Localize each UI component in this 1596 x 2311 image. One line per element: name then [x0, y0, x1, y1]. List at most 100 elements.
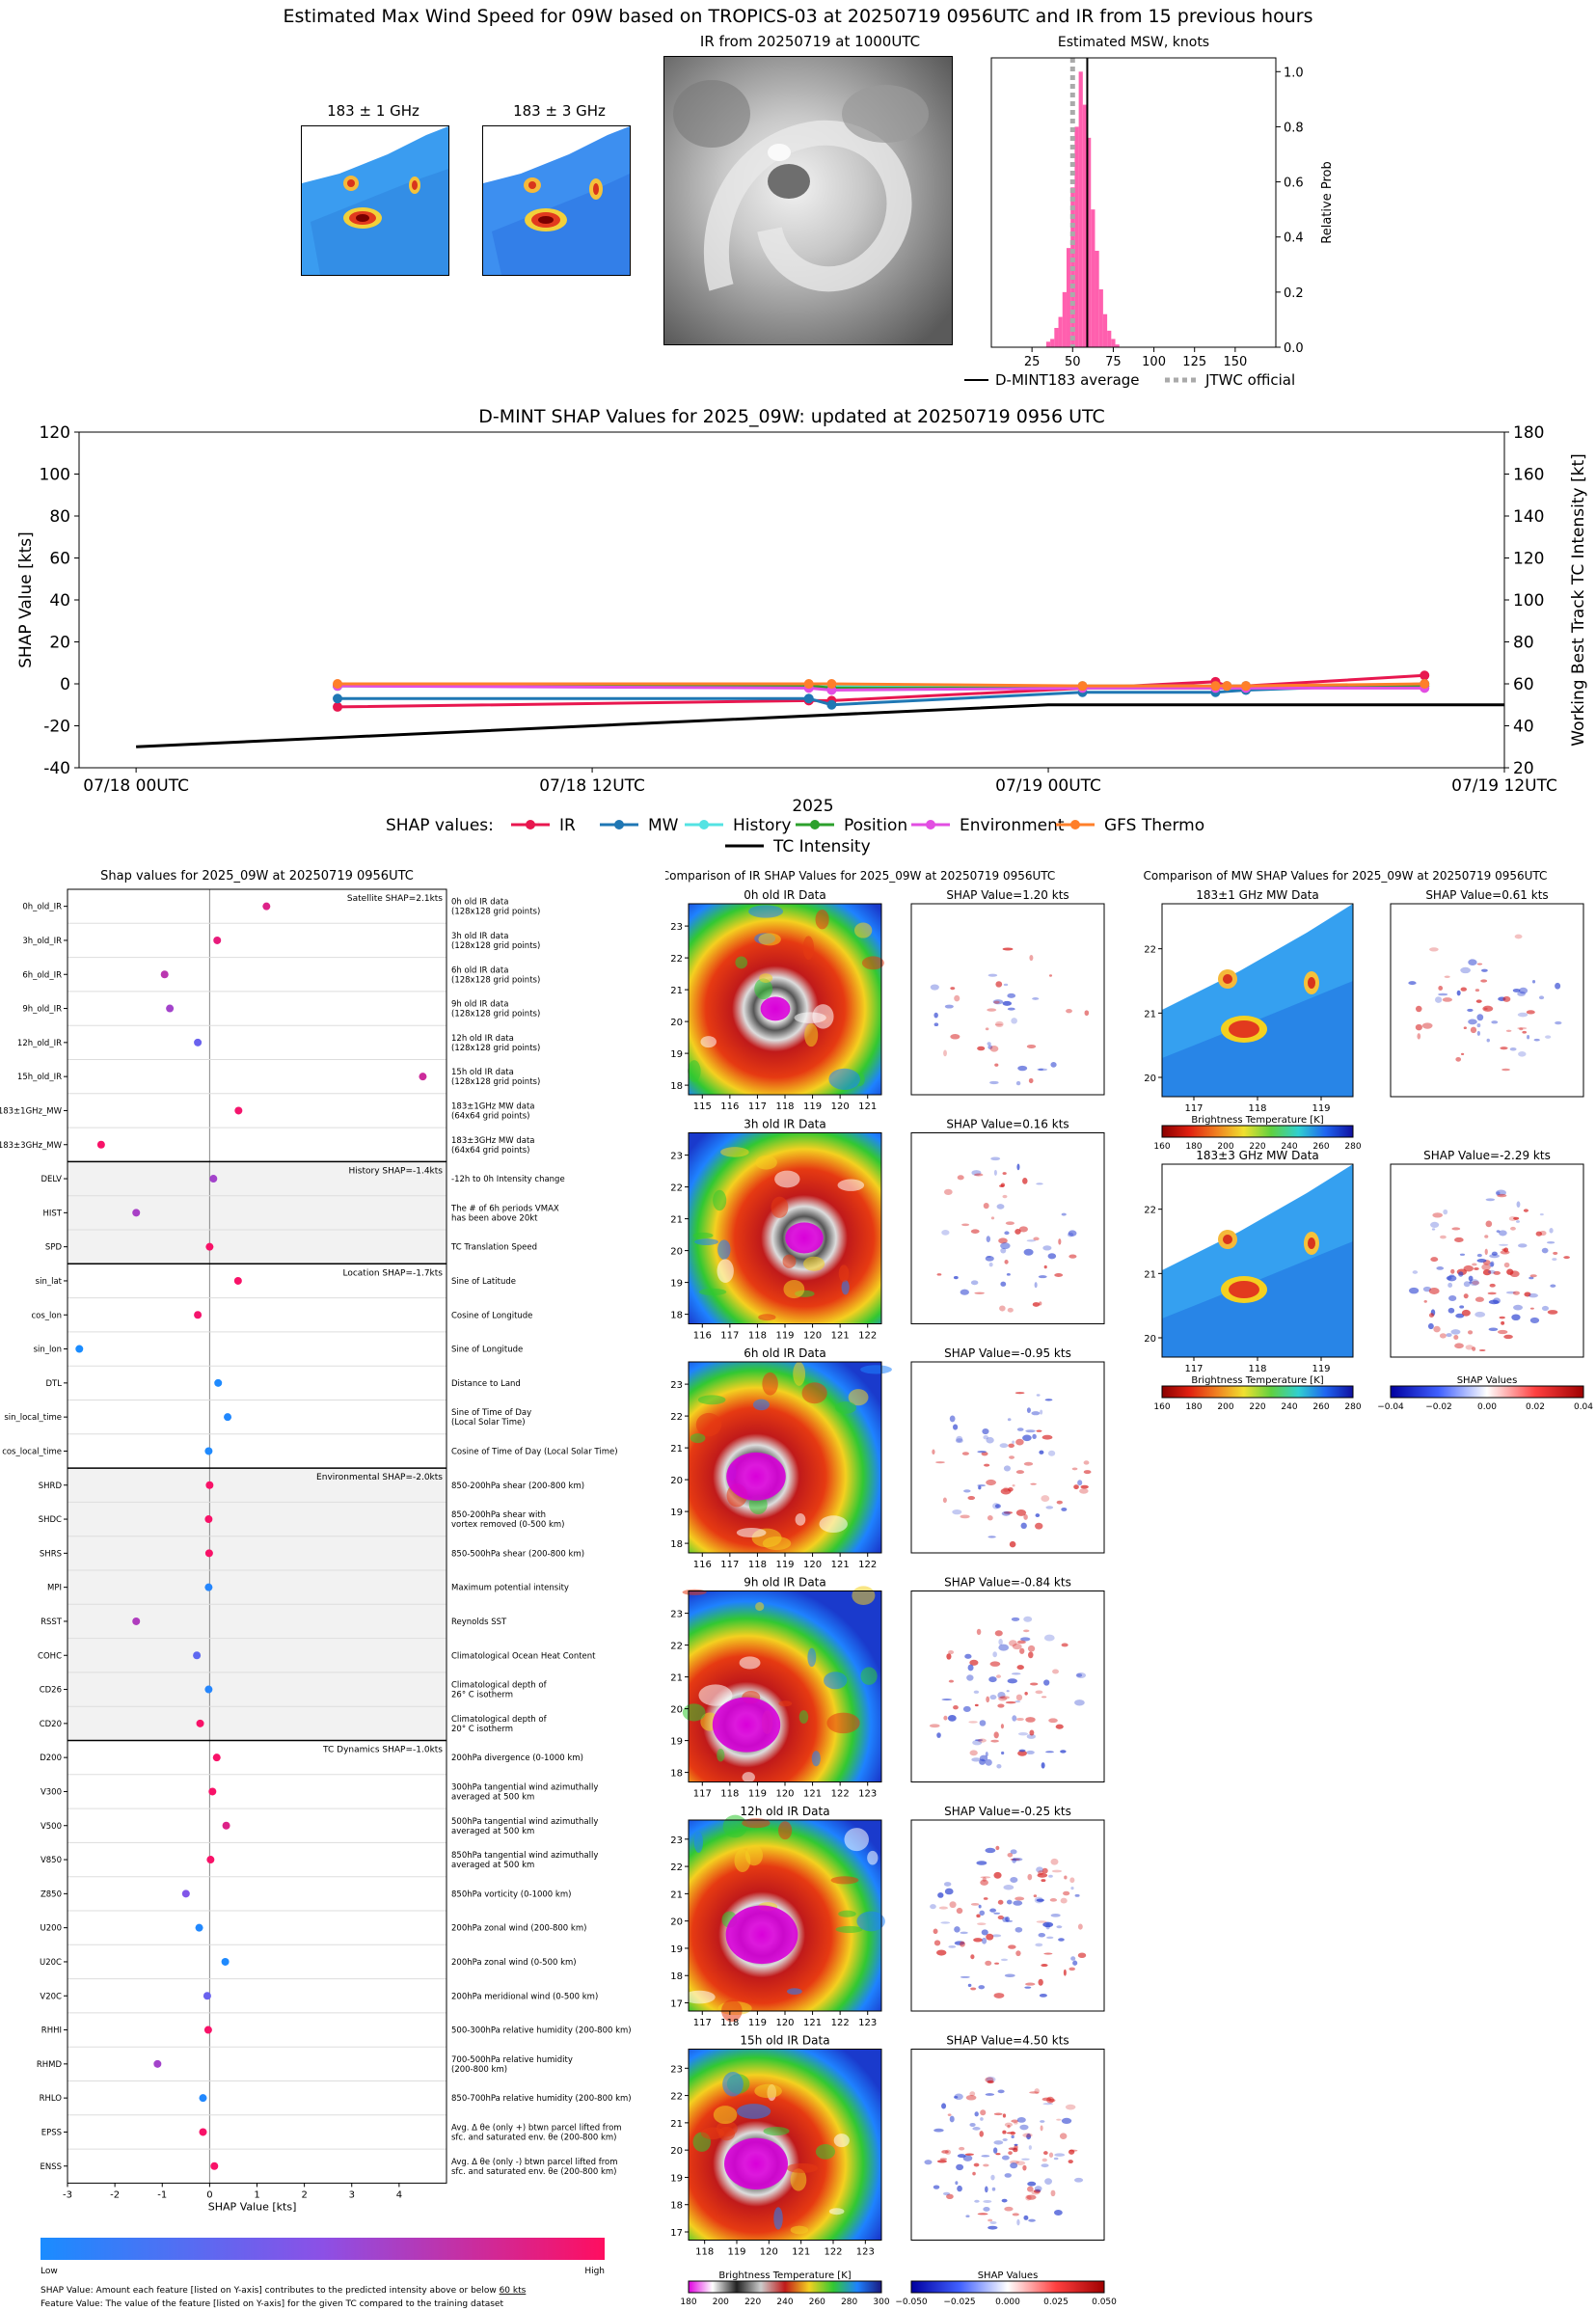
feature-point [196, 1719, 204, 1727]
map-xtick-label: 119 [748, 1789, 767, 1800]
shap-blob [1453, 1335, 1459, 1341]
map-xtick-label: 118 [720, 1789, 739, 1800]
map-xtick-label: 117 [748, 1101, 767, 1112]
shap-blob [1496, 1189, 1506, 1196]
series-point [803, 679, 814, 689]
shap-blob [1026, 2133, 1032, 2140]
map-ytick-label: 21 [670, 2119, 683, 2130]
mw-183-1-image [301, 125, 449, 276]
shap-blob [932, 1449, 935, 1455]
feat-title: Shap values for 2025_09W at 20250719 095… [100, 869, 414, 884]
ir-blob [815, 910, 829, 930]
mw1-label: 183 ± 1 GHz [327, 102, 419, 120]
shap-timeseries-chart: D-MINT SHAP Values for 2025_09W: updated… [16, 406, 1588, 856]
map-ytick-label: 22 [670, 1862, 683, 1873]
feature-name: 183±3GHz_MW [0, 1141, 63, 1151]
shap-blob [1472, 1263, 1477, 1266]
footnote-shap: SHAP Value: Amount each feature [listed … [41, 2286, 527, 2296]
feature-point [203, 2026, 212, 2034]
feature-desc: 26° C isotherm [451, 1691, 513, 1700]
shap-blob [1502, 995, 1511, 1002]
ts-xtick-label: 07/19 00UTC [995, 776, 1101, 796]
map-xtick-label: 119 [803, 1101, 822, 1112]
feature-name: SHRD [39, 1482, 63, 1491]
ir-blob [736, 2104, 771, 2119]
shap-blob [1550, 1284, 1556, 1288]
feature-desc: sfc. and saturated env. θe (200-800 km) [451, 2167, 617, 2177]
ir-core [760, 996, 791, 1021]
map-xtick-label: 120 [831, 1101, 850, 1112]
shap-blob [1529, 1274, 1537, 1278]
shap-blob [1029, 954, 1034, 962]
shap-blob [993, 1000, 1000, 1004]
map-ytick-label: 23 [670, 1380, 683, 1391]
map-xtick-label: 119 [775, 1560, 794, 1570]
shap-blob [1001, 1510, 1011, 1516]
shap-blob [1447, 1307, 1455, 1314]
shap-blob [1035, 1690, 1043, 1695]
shap-blob [969, 1659, 979, 1666]
shap-blob [1503, 1262, 1510, 1268]
shap-blob [1047, 1450, 1056, 1456]
ir-blob [762, 1372, 778, 1396]
map-xtick-label: 121 [803, 2018, 822, 2028]
shap-blob [1025, 1982, 1036, 1986]
shap-blob [1020, 1637, 1031, 1642]
shap-blob [959, 2146, 965, 2151]
shap-blob [989, 1661, 1001, 1667]
ir-blob [786, 2162, 819, 2173]
shap-blob [1038, 1978, 1043, 1986]
shap-blob [1044, 2178, 1052, 2185]
shap-blob [1433, 1325, 1441, 1333]
shap-blob [1043, 1634, 1055, 1642]
shap-blob [1039, 1301, 1042, 1306]
shap-blob [1438, 986, 1444, 991]
shap-blob [1474, 1296, 1484, 1302]
map-ytick-label: 20 [670, 2146, 683, 2157]
hist-ytick-label: 0.6 [1284, 177, 1304, 191]
shap-blob [1042, 1245, 1052, 1251]
map-ytick-label: 21 [1144, 1009, 1156, 1020]
hist-bar [1091, 209, 1096, 347]
shap-blob [1024, 1691, 1028, 1696]
shap-blob [957, 2185, 962, 2192]
shap-blob [1526, 1010, 1535, 1015]
feature-desc: (200-800 km) [451, 2065, 507, 2075]
shap-blob [1058, 1238, 1062, 1245]
feature-point [204, 1447, 213, 1455]
feature-name: MPI [47, 1584, 62, 1593]
shap-blob [1041, 2158, 1047, 2162]
shap-blob [1015, 1080, 1021, 1086]
shap-blob [997, 1915, 1004, 1920]
shap-blob [1014, 1392, 1025, 1395]
map-ytick-label: 18 [670, 1311, 683, 1321]
panel-frame [910, 2049, 1105, 2241]
map-xtick-label: 120 [775, 2018, 794, 2028]
shap-blob [1026, 1239, 1037, 1242]
map-ytick-label: 19 [670, 1049, 683, 1060]
feature-desc: Climatological Ocean Heat Content [451, 1651, 596, 1661]
ir-colorbar-title: Brightness Temperature [K] [718, 2270, 851, 2281]
ir-blob [736, 1527, 767, 1538]
shap-blob [1083, 1470, 1092, 1475]
ir-blob [807, 1647, 817, 1668]
feature-name: CD26 [40, 1686, 62, 1696]
shap-blob [1428, 1313, 1435, 1318]
hist-bar [1062, 291, 1067, 347]
shap-blob [1005, 1221, 1014, 1226]
shap-blob [1045, 1506, 1054, 1509]
shap-blob [1053, 2210, 1063, 2216]
ir-blob [759, 973, 773, 983]
shap-blob [1476, 1014, 1484, 1021]
feature-point [194, 1038, 203, 1047]
shap-blob [1503, 1334, 1513, 1340]
map-xtick-label: 117 [693, 1789, 712, 1800]
ir-core [785, 1222, 824, 1254]
shap-blob [1015, 1950, 1021, 1957]
feature-desc: 500-300hPa relative humidity (200-800 km… [451, 2026, 632, 2036]
hist-bar [1082, 104, 1088, 347]
map-ytick-label: 21 [670, 986, 683, 996]
shap-blob [977, 2213, 988, 2216]
shap-blob [960, 1289, 969, 1295]
map-ytick-label: 18 [670, 1081, 683, 1092]
